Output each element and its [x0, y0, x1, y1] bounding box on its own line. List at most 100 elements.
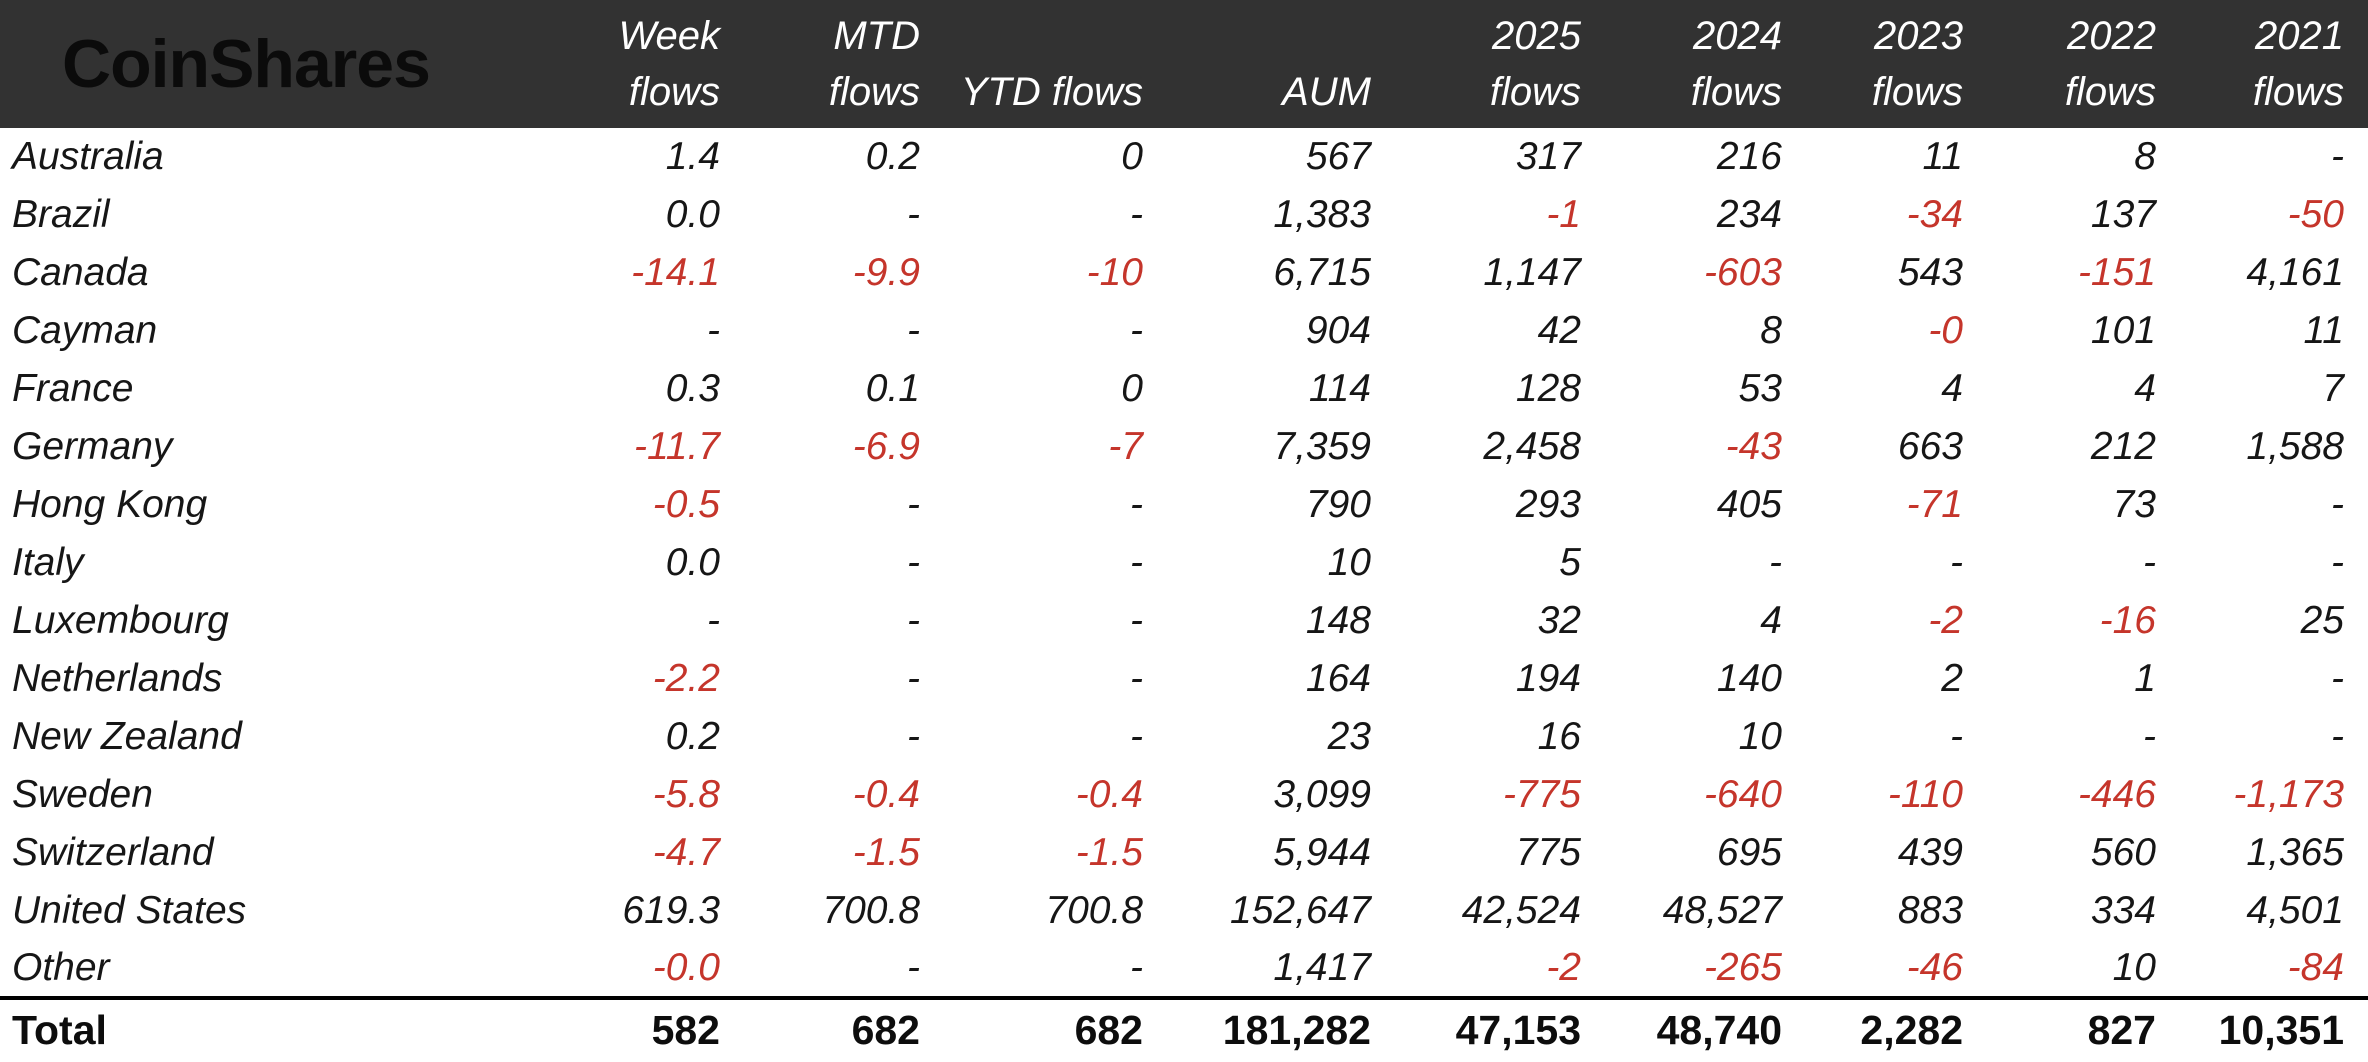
- value-cell: -: [1130, 657, 1143, 700]
- value-cell: 904: [1305, 309, 1371, 352]
- value-cell: -0.4: [852, 773, 920, 816]
- value-cell: 560: [2090, 831, 2156, 874]
- value-cell: 567: [1305, 135, 1371, 178]
- column-header-week-flows: Week flows: [618, 14, 720, 114]
- value-cell: -640: [1703, 773, 1782, 816]
- value-cell: 883: [1897, 889, 1963, 932]
- value-cell: 1,365: [2246, 831, 2344, 874]
- value-cell: -2: [1546, 946, 1581, 989]
- value-cell: 0.0: [665, 541, 720, 584]
- column-header-aum: AUM: [1282, 70, 1371, 114]
- total-value-cell: 827: [1987, 996, 2180, 1060]
- table-row: United States 619.3 700.8 700.8 152,647 42,52…: [0, 882, 2368, 940]
- value-cell: 0.2: [665, 715, 720, 758]
- coinshares-logo: CoinShares: [62, 26, 431, 102]
- value-cell: -446: [2077, 773, 2156, 816]
- country-label: Germany: [12, 425, 173, 468]
- value-cell: 1: [2134, 657, 2156, 700]
- value-cell: -: [1130, 946, 1143, 989]
- value-cell: 3,099: [1273, 773, 1371, 816]
- value-cell: 42,524: [1461, 889, 1581, 932]
- value-cell: 2,458: [1483, 425, 1581, 468]
- value-cell: -46: [1906, 946, 1963, 989]
- table-row: Switzerland -4.7 -1.5 -1.5 5,944 775 695 439 560…: [0, 824, 2368, 882]
- table-row: Cayman - - - 904 42 8 -0 101 11: [0, 302, 2368, 360]
- value-cell: -11.7: [634, 425, 720, 468]
- value-cell: 439: [1897, 831, 1963, 874]
- value-cell: -: [907, 541, 920, 584]
- value-cell: 10: [1327, 541, 1371, 584]
- value-cell: 1.4: [665, 135, 720, 178]
- value-cell: -: [907, 193, 920, 236]
- table-row: Italy 0.0 - - 10 5 - - - -: [0, 534, 2368, 592]
- value-cell: -: [907, 483, 920, 526]
- value-cell: 42: [1537, 309, 1581, 352]
- value-cell: 790: [1305, 483, 1371, 526]
- value-cell: 11: [1922, 135, 1964, 178]
- value-cell: -: [1950, 541, 1963, 584]
- value-cell: -6.9: [852, 425, 920, 468]
- value-cell: 1,383: [1273, 193, 1371, 236]
- value-cell: 4,161: [2246, 251, 2344, 294]
- value-cell: -775: [1502, 773, 1581, 816]
- value-cell: 128: [1515, 367, 1581, 410]
- value-cell: -0: [1928, 309, 1963, 352]
- value-cell: 11: [2303, 309, 2345, 352]
- value-cell: 16: [1537, 715, 1581, 758]
- country-label: Switzerland: [12, 831, 214, 874]
- value-cell: 4: [1941, 367, 1963, 410]
- value-cell: -34: [1906, 193, 1963, 236]
- value-cell: 234: [1716, 193, 1782, 236]
- table-row: Sweden -5.8 -0.4 -0.4 3,099 -775 -640 -110 -446 -…: [0, 766, 2368, 824]
- value-cell: -0.5: [652, 483, 720, 526]
- value-cell: -16: [2099, 599, 2156, 642]
- value-cell: 164: [1305, 657, 1371, 700]
- value-cell: -1,173: [2233, 773, 2344, 816]
- value-cell: 0.3: [665, 367, 720, 410]
- value-cell: -: [2331, 541, 2344, 584]
- value-cell: 0: [1121, 135, 1143, 178]
- value-cell: 137: [2090, 193, 2156, 236]
- value-cell: 152,647: [1230, 889, 1371, 932]
- total-value-cell: 47,153: [1395, 996, 1605, 1060]
- value-cell: -2: [1928, 599, 1963, 642]
- table-body: Australia 1.4 0.2 0 567 317 216 11 8- Brazil 0.0- -…: [0, 128, 2368, 998]
- value-cell: -: [907, 309, 920, 352]
- value-cell: -: [2331, 135, 2344, 178]
- value-cell: -265: [1703, 946, 1782, 989]
- table-row: Canada -14.1 -9.9 -10 6,715 1,147 -603 543 -151 4…: [0, 244, 2368, 302]
- value-cell: -7: [1108, 425, 1143, 468]
- column-header-2023-flows: 2023 flows: [1871, 14, 1963, 114]
- value-cell: -9.9: [852, 251, 920, 294]
- value-cell: 6,715: [1273, 251, 1371, 294]
- value-cell: 5,944: [1273, 831, 1371, 874]
- value-cell: -: [907, 599, 920, 642]
- value-cell: 4: [2134, 367, 2156, 410]
- value-cell: 2: [1941, 657, 1963, 700]
- value-cell: 114: [1308, 367, 1371, 410]
- value-cell: 32: [1537, 599, 1581, 642]
- value-cell: 10: [1738, 715, 1782, 758]
- country-label: Cayman: [12, 309, 158, 352]
- value-cell: 0.1: [865, 367, 920, 410]
- value-cell: 212: [2090, 425, 2156, 468]
- value-cell: 23: [1327, 715, 1371, 758]
- total-value-cell: 10,351: [2180, 996, 2368, 1060]
- total-row: Total 582 682 682 181,282 47,153 48,740 2,282 8…: [0, 996, 2368, 1060]
- total-value-cell: 2,282: [1806, 996, 1987, 1060]
- value-cell: -: [2143, 715, 2156, 758]
- column-header-ytd-flows: YTD flows: [960, 70, 1143, 114]
- value-cell: 148: [1305, 599, 1371, 642]
- value-cell: 317: [1515, 135, 1581, 178]
- value-cell: 695: [1716, 831, 1782, 874]
- column-header-mtd-flows: MTD flows: [828, 14, 920, 114]
- country-label: Sweden: [12, 773, 153, 816]
- value-cell: -: [1769, 541, 1782, 584]
- value-cell: -10: [1086, 251, 1143, 294]
- value-cell: 1,147: [1483, 251, 1581, 294]
- column-header-2025-flows: 2025 flows: [1489, 14, 1581, 114]
- column-header-2021-flows: 2021 flows: [2252, 14, 2344, 114]
- country-label: Australia: [12, 135, 164, 178]
- value-cell: 700.8: [822, 889, 920, 932]
- value-cell: 4,501: [2246, 889, 2344, 932]
